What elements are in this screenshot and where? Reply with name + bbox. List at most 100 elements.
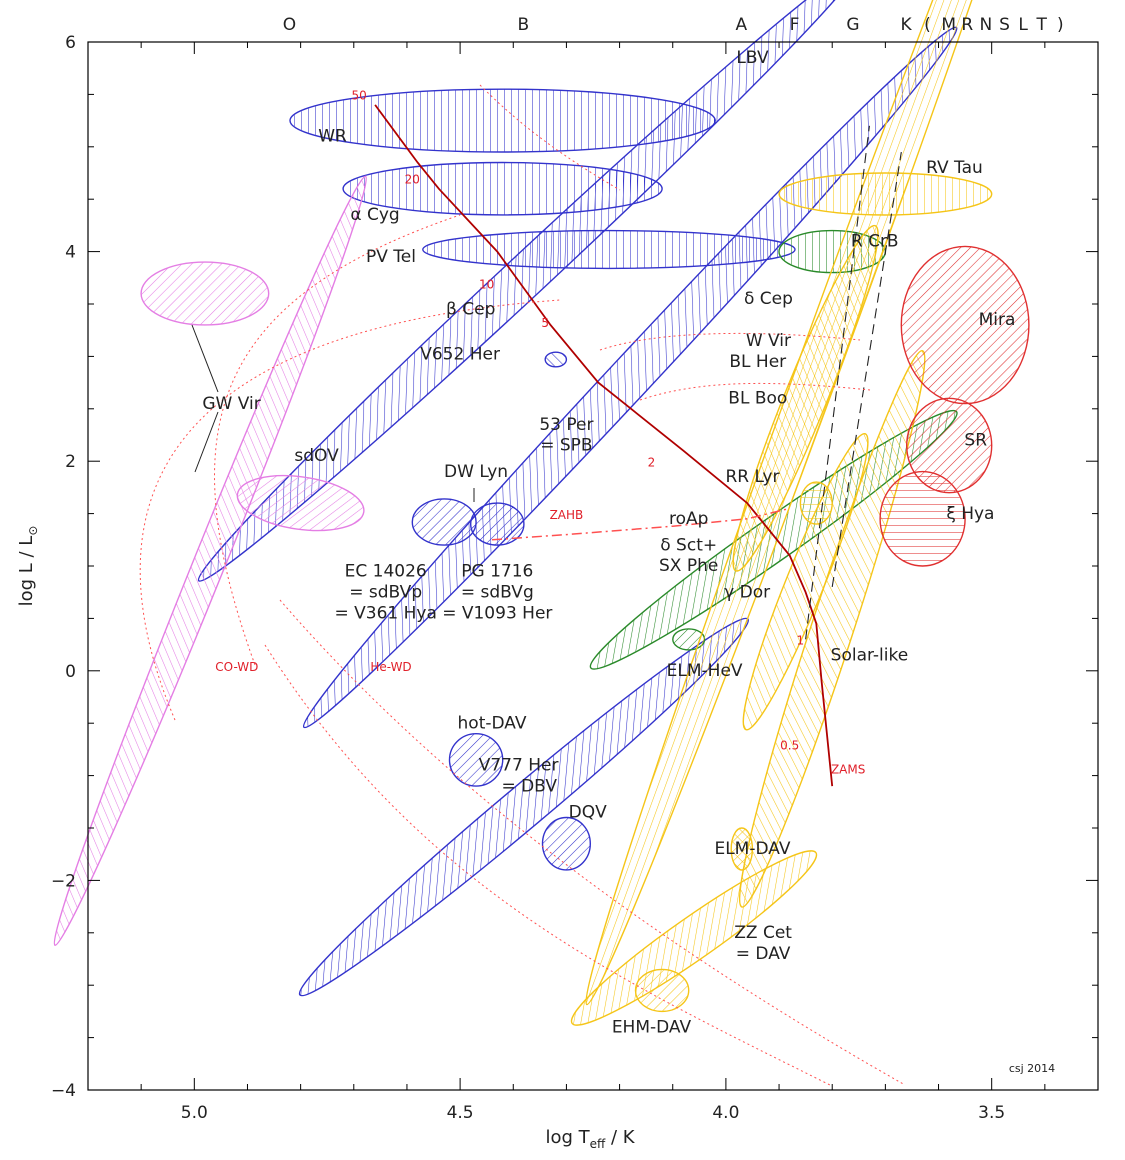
- region-label: ELM-HeV: [667, 661, 743, 681]
- credit-label: csj 2014: [1009, 1062, 1055, 1075]
- region-label: R CrB: [851, 231, 899, 251]
- region-label: RR Lyr: [725, 467, 779, 487]
- region-label: PG 1716: [461, 561, 533, 581]
- x-tick-label: 3.5: [978, 1103, 1005, 1123]
- spectral-type-label: B: [518, 15, 531, 35]
- lines-layer: [139, 84, 906, 1086]
- region-label: 53 Per: [539, 415, 593, 435]
- y-tick-label: 6: [65, 33, 76, 53]
- track-label: ZAMS: [831, 763, 865, 777]
- region-label: = sdBVg: [461, 582, 534, 602]
- region-label: = V361 Hya: [334, 603, 436, 623]
- instability-strip-edge-1: [831, 151, 902, 588]
- region-label: Solar-like: [831, 645, 909, 665]
- evolution-track-6: [639, 382, 871, 401]
- x-tick-label: 4.0: [712, 1103, 739, 1123]
- region-label: PV Tel: [366, 247, 416, 267]
- region-label: BL Her: [729, 352, 786, 372]
- region-label: ELM-DAV: [714, 839, 790, 859]
- track-label: 20: [405, 172, 420, 186]
- track-label: 10: [479, 277, 494, 291]
- track-label: 0.5: [780, 738, 799, 752]
- region-10: [541, 816, 591, 871]
- region-label: DQV: [569, 803, 607, 823]
- y-tick-label: −2: [51, 871, 76, 891]
- region-label: sdOV: [294, 446, 339, 466]
- evolution-track-4: [479, 84, 621, 191]
- region-19: [732, 224, 879, 572]
- region-label: = V1093 Her: [442, 603, 552, 623]
- region-label: = sdBVp: [349, 582, 422, 602]
- y-tick-label: −4: [51, 1081, 76, 1101]
- region-label: BL Boo: [728, 389, 787, 409]
- y-tick-label: 0: [65, 662, 76, 682]
- region-5: [544, 351, 568, 368]
- region-label: α Cyg: [350, 205, 399, 225]
- region-label: RV Tau: [926, 158, 983, 178]
- evolution-track-2: [264, 644, 831, 1086]
- track-label: ZAHB: [550, 508, 584, 522]
- region-label: = DBV: [501, 776, 557, 796]
- region-label: V777 Her: [479, 755, 559, 775]
- track-label: 50: [351, 89, 366, 103]
- gw-vir-connector-1: [194, 411, 219, 473]
- zahb-line: [491, 507, 790, 541]
- labels-layer: 50 20 10 5 2 1 0.5 ZAMS ZAHB CO-WD He-WD LBV WR α Cyg…: [202, 48, 1015, 1037]
- spectral-type-label: A: [736, 15, 749, 35]
- region-label: W Vir: [746, 331, 791, 351]
- region-label: ZZ Cet: [734, 923, 792, 943]
- region-8: [448, 733, 504, 787]
- spectral-type-label: G: [846, 15, 860, 35]
- region-label: GW Vir: [202, 394, 260, 414]
- track-label: 5: [541, 316, 549, 330]
- spectral-type-label: S: [999, 15, 1011, 35]
- region-label: ξ Hya: [946, 504, 994, 524]
- y-tick-label: 2: [65, 452, 76, 472]
- track-label: He-WD: [370, 660, 411, 674]
- region-label: hot-DAV: [458, 713, 527, 733]
- region-label: LBV: [736, 48, 769, 68]
- spectral-type-label: R: [961, 15, 974, 35]
- regions-layer: [53, 0, 1080, 1026]
- track-label: 1: [796, 634, 804, 648]
- y-axis-label: log L / L⊙: [16, 526, 40, 607]
- spectral-type-label: T: [1035, 15, 1047, 35]
- evolution-track-1: [139, 299, 561, 721]
- gw-vir-connector-0: [191, 324, 219, 393]
- region-label: γ Dor: [724, 582, 770, 602]
- region-label: roAp: [669, 509, 708, 529]
- region-28: [879, 470, 966, 567]
- spectral-type-label: ): [1057, 15, 1065, 35]
- region-label: WR: [318, 127, 347, 147]
- evolution-track-5: [599, 332, 861, 351]
- track-label: CO-WD: [215, 660, 258, 674]
- region-label: EC 14026: [345, 561, 427, 581]
- region-6: [411, 498, 477, 546]
- region-label: δ Cep: [744, 289, 793, 309]
- evolution-track-0: [214, 214, 461, 666]
- spectral-type-label: L: [1018, 15, 1028, 35]
- zams-line: [374, 104, 834, 787]
- region-label: V652 Her: [420, 345, 500, 365]
- region-label: EHM-DAV: [612, 1017, 692, 1037]
- spectral-type-label: (: [924, 15, 932, 35]
- region-label: Mira: [979, 310, 1016, 330]
- x-tick-label: 4.5: [447, 1103, 474, 1123]
- region-24: [570, 850, 818, 1026]
- region-23: [730, 827, 754, 871]
- region-label: DW Lyn: [444, 462, 508, 482]
- region-label: = SPB: [540, 436, 592, 456]
- instability-strip-edge-0: [805, 125, 870, 640]
- region-7: [469, 502, 525, 546]
- x-tick-label: 5.0: [181, 1103, 208, 1123]
- spectral-type-label: N: [980, 15, 994, 35]
- y-tick-label: 4: [65, 243, 76, 263]
- region-label: δ Sct+: [660, 535, 717, 555]
- evolution-track-3: [279, 599, 906, 1086]
- spectral-type-label: F: [790, 15, 801, 35]
- region-13: [53, 175, 367, 946]
- track-label: 2: [648, 455, 656, 469]
- spectral-type-label: O: [283, 15, 297, 35]
